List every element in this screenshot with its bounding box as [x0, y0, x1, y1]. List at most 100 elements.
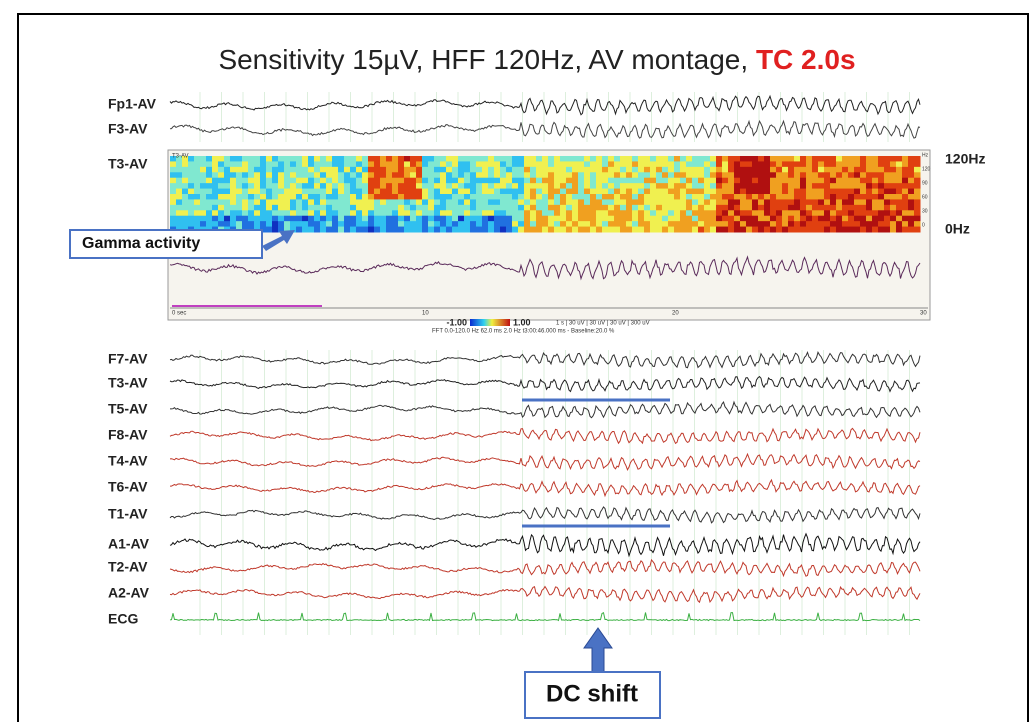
scale-max: 1.00 — [513, 317, 531, 327]
spectrogram-cell — [404, 156, 411, 162]
spectrogram-cell — [416, 161, 423, 168]
spectrogram-cell — [878, 210, 885, 217]
spectrogram-cell — [896, 221, 903, 228]
spectrogram-cell — [770, 177, 777, 184]
spectrogram-cell — [608, 172, 615, 179]
spectrogram-cell — [914, 210, 921, 217]
spectrogram-cell — [902, 166, 909, 173]
spectrogram-cell — [518, 199, 525, 206]
spectrogram-cell — [704, 172, 711, 179]
spectrogram-cell — [620, 215, 627, 222]
spectrogram-cell — [548, 166, 555, 173]
spectrogram-cell — [716, 161, 723, 168]
spectrogram-cell — [584, 226, 591, 233]
spectrogram-cell — [902, 210, 909, 217]
spectrogram-cell — [242, 199, 249, 206]
spectrogram-cell — [500, 215, 507, 222]
spectrogram-cell — [638, 204, 645, 211]
spectrogram-cell — [248, 210, 255, 217]
spectrogram-cell — [308, 194, 315, 200]
spectrogram-cell — [506, 221, 513, 228]
spectrogram-cell — [620, 210, 627, 217]
spectrogram-cell — [602, 221, 609, 228]
spectrogram-cell — [254, 177, 261, 184]
spectrogram-cell — [446, 177, 453, 184]
spectrogram-cell — [458, 166, 465, 173]
spectrogram-cell — [584, 210, 591, 217]
spectrogram-cell — [740, 199, 747, 206]
spectrogram-cell — [194, 199, 201, 206]
spectrogram-cell — [620, 226, 627, 233]
spectrogram-cell — [854, 188, 861, 195]
spectrogram-cell — [668, 188, 675, 195]
spectrogram-cell — [722, 183, 729, 190]
spectrogram-cell — [830, 194, 837, 200]
spectrogram-cell — [392, 161, 399, 168]
spectrogram-cell — [794, 177, 801, 184]
spectrogram-cell — [752, 204, 759, 211]
spectrogram-cell — [878, 194, 885, 200]
spectrogram-cell — [650, 210, 657, 217]
spectrogram-cell — [686, 221, 693, 228]
channel-label: A1-AV — [108, 536, 150, 552]
spectrogram-cell — [758, 188, 765, 195]
spectrogram-cell — [644, 226, 651, 233]
spectrogram-cell — [428, 199, 435, 206]
spectrogram-cell — [530, 215, 537, 222]
spectrogram-cell — [488, 199, 495, 206]
spectrogram-cell — [368, 177, 375, 184]
spectrogram-cell — [410, 177, 417, 184]
spectrogram-cell — [308, 161, 315, 168]
spectrogram-cell — [548, 177, 555, 184]
spectrogram-cell — [266, 226, 273, 233]
spectrogram-cell — [482, 210, 489, 217]
spectrogram-cell — [188, 183, 195, 190]
spectrogram-cell — [434, 199, 441, 206]
spectrogram-cell — [710, 194, 717, 200]
spectrogram-cell — [248, 161, 255, 168]
spectrogram-cell — [650, 172, 657, 179]
spectrogram-cell — [200, 204, 207, 211]
spectrogram-cell — [440, 221, 447, 228]
spectrogram-cell — [362, 199, 369, 206]
eeg-trace — [169, 452, 921, 472]
spectrogram-cell — [236, 156, 243, 162]
spectrogram-cell — [584, 199, 591, 206]
spectrogram-cell — [902, 199, 909, 206]
spectrogram-cell — [908, 199, 915, 206]
spectrogram-cell — [644, 210, 651, 217]
spectrogram-cell — [170, 204, 177, 211]
spectrogram-cell — [770, 199, 777, 206]
spectrogram-cell — [434, 221, 441, 228]
spectrogram-cell — [632, 226, 639, 233]
spectrogram-cell — [410, 215, 417, 222]
spectrogram-cell — [338, 183, 345, 190]
spectrogram-cell — [302, 166, 309, 173]
spectrogram-cell — [908, 194, 915, 200]
spectrogram-cell — [662, 177, 669, 184]
spectrogram-cell — [194, 221, 201, 228]
spectrogram-cell — [518, 183, 525, 190]
spectrogram-cell — [734, 199, 741, 206]
spectrogram-cell — [392, 156, 399, 162]
spectrogram-cell — [248, 215, 255, 222]
spectrogram-cell — [254, 215, 261, 222]
spectrogram-cell — [614, 221, 621, 228]
spectrogram-cell — [818, 221, 825, 228]
spectrogram-cell — [332, 226, 339, 233]
spectrogram-cell — [254, 183, 261, 190]
spectrogram-cell — [470, 172, 477, 179]
spectrogram-cell — [476, 215, 483, 222]
spectrogram-cell — [818, 226, 825, 233]
spectrogram-cell — [404, 194, 411, 200]
spectrogram-cell — [374, 210, 381, 217]
spectrogram-cell — [362, 177, 369, 184]
spectrogram-cell — [416, 199, 423, 206]
spectrogram-cell — [854, 226, 861, 233]
spectrogram-cell — [338, 166, 345, 173]
spectrogram-cell — [524, 183, 531, 190]
spectrogram-cell — [296, 199, 303, 206]
spectrogram-cell — [494, 156, 501, 162]
spectrogram-cell — [296, 215, 303, 222]
spectrogram-cell — [836, 188, 843, 195]
